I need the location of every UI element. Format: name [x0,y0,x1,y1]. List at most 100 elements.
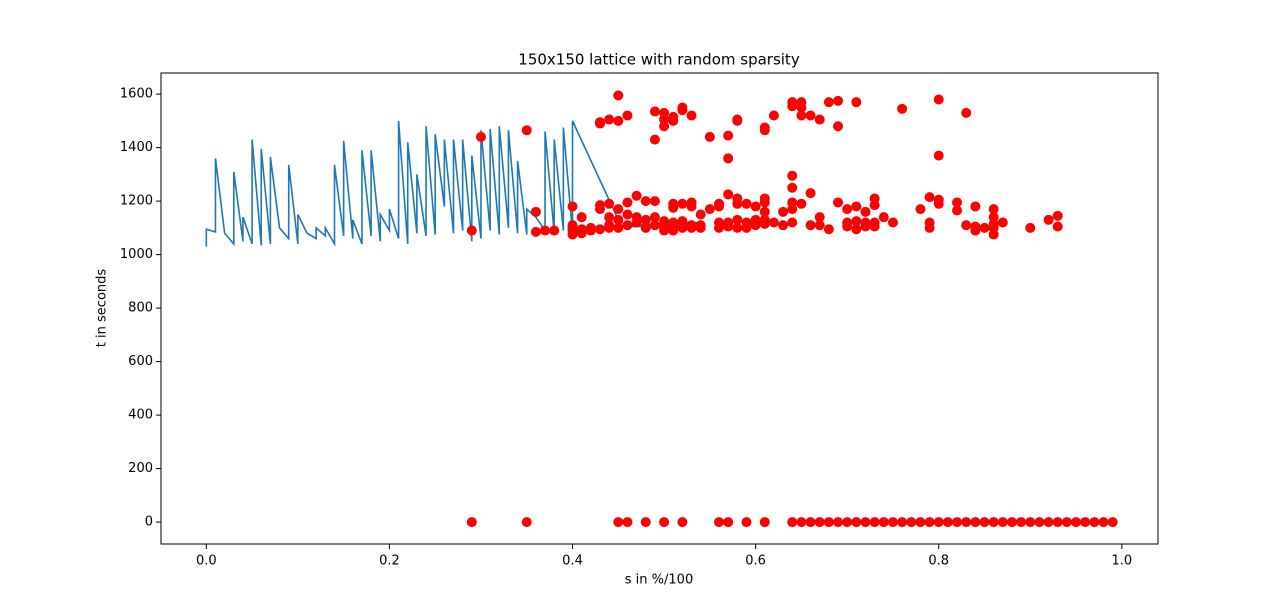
scatter-point [622,517,633,528]
scatter-point [622,220,633,231]
scatter-point [823,517,834,528]
scatter-point [878,517,889,528]
y-tick-label: 1000 [120,247,153,262]
y-tick-label: 1400 [120,140,153,155]
scatter-point [576,212,587,223]
scatter-point [741,517,752,528]
scatter-point [604,198,615,209]
scatter-point [906,517,917,528]
scatter-point [649,212,660,223]
scatter-point [952,517,963,528]
y-tick-label: 1600 [120,87,153,102]
scatter-point [631,190,642,201]
scatter-point [833,95,844,106]
scatter-point [695,209,706,220]
series-line [205,120,701,247]
scatter-point [805,220,816,231]
scatter-point [851,97,862,108]
x-tick-label: 0.0 [196,554,217,569]
scatter-point [860,221,871,232]
scatter-point [677,517,688,528]
scatter-point [1052,517,1063,528]
scatter-point [952,197,963,208]
scatter-point [613,517,624,528]
scatter-point [860,206,871,217]
scatter-point [622,197,633,208]
scatter-point [723,221,734,232]
scatter-point [576,224,587,235]
scatter-point [768,217,779,228]
scatter-point [796,198,807,209]
scatter-point [466,225,477,236]
scatter-point [1052,221,1063,232]
scatter-point [723,153,734,164]
scatter-point [521,125,532,136]
scatter-point [1080,517,1091,528]
scatter-point [567,201,578,212]
scatter-point [613,204,624,215]
scatter-point [778,220,789,231]
scatter-point [677,105,688,116]
scatter-point [933,517,944,528]
y-axis-label: t in seconds [95,269,110,348]
scatter-point [952,205,963,216]
y-tick-label: 800 [128,301,153,316]
scatter-point [695,222,706,233]
scatter-point [915,204,926,215]
scatter-point [778,206,789,217]
scatter-point [814,212,825,223]
scatter-point [833,517,844,528]
scatter-point [988,204,999,215]
scatter-point [741,222,752,233]
scatter-point [842,221,853,232]
scatter-point [869,517,880,528]
scatter-point [988,229,999,240]
scatter-point [796,102,807,113]
scatter-point [805,517,816,528]
scatter-point [1034,517,1045,528]
scatter-point [970,225,981,236]
scatter-point [1006,517,1017,528]
scatter-point [851,517,862,528]
scatter-point [521,517,532,528]
scatter-point [732,198,743,209]
scatter-point [933,150,944,161]
scatter-point [704,131,715,142]
scatter-point [1098,517,1109,528]
scatter-point [869,221,880,232]
scatter-point [686,201,697,212]
scatter-point [677,198,688,209]
scatter-point [640,196,651,207]
x-tick-label: 1.0 [1111,554,1132,569]
scatter-point [796,110,807,121]
scatter-point [549,225,560,236]
scatter-point [1043,517,1054,528]
scatter-point [732,115,743,126]
scatter-point [1025,222,1036,233]
scatter-point [961,517,972,528]
scatter-point [622,209,633,220]
x-tick-label: 0.4 [562,554,583,569]
scatter-point [759,125,770,136]
scatter-point [1061,517,1072,528]
scatter-point [997,217,1008,228]
scatter-point [732,222,743,233]
scatter-point [796,517,807,528]
scatter-point [640,214,651,225]
scatter-point [851,216,862,227]
x-axis-label: s in %/100 [625,573,693,588]
scatter-point [668,225,679,236]
scatter-point [604,114,615,125]
scatter-point [787,517,798,528]
scatter-point [942,517,953,528]
scatter-point [723,517,734,528]
scatter-point [594,224,605,235]
scatter-point [842,517,853,528]
plot-frame [160,72,1159,545]
scatter-point [1016,517,1027,528]
scatter-point [567,222,578,233]
scatter-point [878,212,889,223]
scatter-point [686,110,697,121]
scatter-point [613,214,624,225]
scatter-point [1071,517,1082,528]
